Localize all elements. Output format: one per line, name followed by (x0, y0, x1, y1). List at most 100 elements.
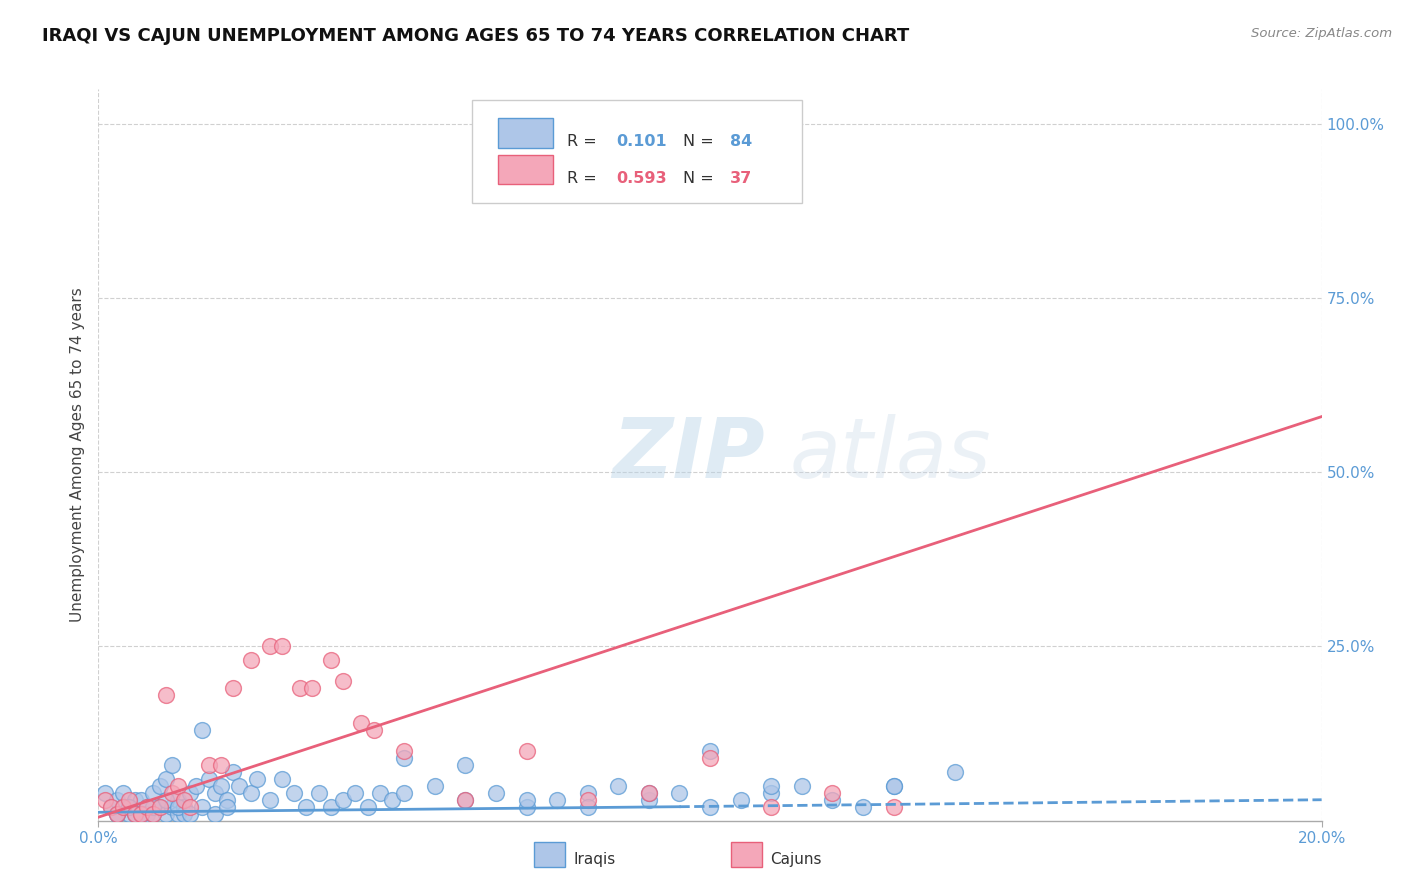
Point (118, 793, 141, 807)
Point (319, 799, 342, 814)
Point (167, 806, 190, 821)
Point (142, 806, 165, 821)
Point (118, 799, 141, 814)
Point (209, 779, 232, 793)
Point (155, 688, 177, 702)
Point (149, 779, 172, 793)
Point (111, 799, 134, 814)
Point (240, 786, 263, 800)
Point (423, 779, 446, 793)
Point (179, 806, 201, 821)
Point (607, 779, 630, 793)
Point (167, 793, 190, 807)
Point (821, 793, 844, 807)
Point (356, 799, 378, 814)
Point (392, 744, 416, 758)
Point (883, 799, 905, 814)
Point (191, 723, 214, 737)
Text: 84: 84 (730, 135, 752, 149)
Point (160, 786, 183, 800)
Text: 37: 37 (730, 171, 752, 186)
Point (368, 786, 391, 800)
Point (129, 806, 152, 821)
Point (637, 786, 661, 800)
Point (759, 779, 782, 793)
Point (93, 793, 115, 807)
Point (173, 806, 195, 821)
FancyBboxPatch shape (498, 155, 554, 185)
Point (160, 799, 183, 814)
Point (209, 758, 232, 772)
Point (222, 764, 245, 779)
Point (124, 806, 146, 821)
Point (699, 799, 721, 814)
Point (179, 799, 201, 814)
Point (186, 779, 208, 793)
Point (790, 779, 813, 793)
Point (270, 640, 292, 654)
Point (319, 653, 342, 667)
Point (160, 758, 183, 772)
Point (105, 806, 128, 821)
Point (228, 779, 250, 793)
Point (392, 751, 416, 765)
Point (699, 744, 721, 758)
Point (637, 793, 661, 807)
Point (124, 793, 146, 807)
Point (699, 751, 721, 765)
Point (576, 799, 599, 814)
Point (222, 681, 245, 696)
Point (363, 723, 385, 737)
Point (637, 786, 661, 800)
Point (149, 799, 172, 814)
Point (332, 674, 354, 689)
Point (191, 799, 214, 814)
Text: R =: R = (567, 135, 602, 149)
Point (215, 799, 238, 814)
Point (149, 799, 172, 814)
Point (381, 793, 404, 807)
Point (454, 758, 477, 772)
Point (246, 772, 269, 786)
Point (852, 799, 875, 814)
Point (290, 681, 312, 696)
Point (270, 772, 292, 786)
Point (167, 799, 190, 814)
Text: 0.593: 0.593 (616, 171, 666, 186)
Point (118, 799, 141, 814)
Point (943, 764, 966, 779)
Point (129, 793, 152, 807)
Point (308, 786, 330, 800)
Text: N =: N = (683, 135, 718, 149)
Text: N =: N = (683, 171, 718, 186)
Point (350, 716, 373, 731)
Point (454, 793, 477, 807)
Point (668, 786, 690, 800)
Point (124, 806, 146, 821)
Point (136, 806, 159, 821)
Text: Iraqis: Iraqis (574, 853, 616, 867)
Point (155, 793, 177, 807)
Point (546, 793, 568, 807)
Point (485, 786, 508, 800)
Point (240, 653, 263, 667)
Text: Source: ZipAtlas.com: Source: ZipAtlas.com (1251, 27, 1392, 40)
Point (118, 806, 141, 821)
Text: 0.101: 0.101 (616, 135, 666, 149)
Point (730, 793, 752, 807)
FancyBboxPatch shape (471, 100, 801, 202)
Point (301, 681, 323, 696)
Point (215, 793, 238, 807)
Point (759, 799, 782, 814)
Point (136, 799, 159, 814)
Point (516, 793, 538, 807)
Point (332, 793, 354, 807)
Point (155, 772, 177, 786)
Point (454, 793, 477, 807)
Point (111, 786, 134, 800)
Point (259, 793, 281, 807)
Point (173, 799, 195, 814)
Point (392, 786, 416, 800)
Point (129, 806, 152, 821)
Point (204, 806, 226, 821)
